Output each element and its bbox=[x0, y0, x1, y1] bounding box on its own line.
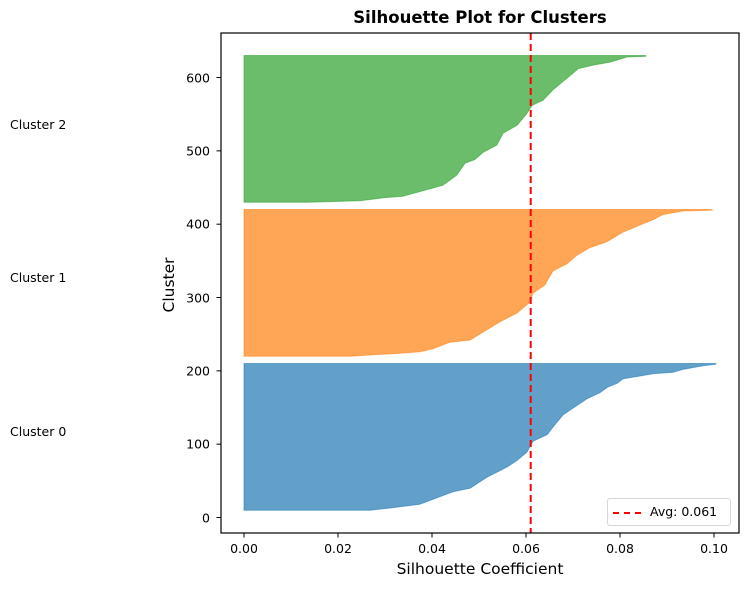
plot-frame bbox=[220, 32, 740, 534]
cluster-areas bbox=[243, 55, 717, 511]
x-tick-label: 0.10 bbox=[700, 541, 728, 556]
x-tick-label: 0.08 bbox=[606, 541, 634, 556]
cluster-2-area bbox=[243, 55, 647, 203]
chart-title: Silhouette Plot for Clusters bbox=[353, 8, 607, 27]
y-tick-label: 0 bbox=[202, 510, 210, 525]
axis-ticks bbox=[216, 77, 715, 538]
x-tick-label: 0.04 bbox=[418, 541, 446, 556]
y-tick-label: 300 bbox=[186, 290, 210, 305]
legend: Avg: 0.061 bbox=[607, 498, 731, 526]
side-label-cluster-1: Cluster 1 bbox=[10, 270, 67, 285]
y-tick-label: 100 bbox=[186, 436, 210, 452]
cluster-0-area bbox=[243, 363, 717, 511]
y-tick-label: 400 bbox=[186, 216, 210, 232]
x-tick-label: 0.02 bbox=[324, 541, 352, 556]
side-label-cluster-2: Cluster 2 bbox=[10, 117, 67, 132]
legend-dashed-line-icon bbox=[613, 512, 641, 514]
legend-label: Avg: 0.061 bbox=[650, 504, 718, 519]
side-label-cluster-0: Cluster 0 bbox=[10, 424, 67, 439]
y-tick-label: 200 bbox=[186, 363, 210, 379]
y-axis-label: Cluster bbox=[160, 257, 178, 313]
y-tick-label: 500 bbox=[186, 143, 210, 159]
y-tick-label: 600 bbox=[186, 70, 210, 86]
x-axis-label: Silhouette Coefficient bbox=[396, 560, 564, 578]
x-tick-label: 0.06 bbox=[512, 541, 540, 556]
x-tick-label: 0.00 bbox=[230, 541, 258, 556]
cluster-1-area bbox=[243, 209, 713, 357]
